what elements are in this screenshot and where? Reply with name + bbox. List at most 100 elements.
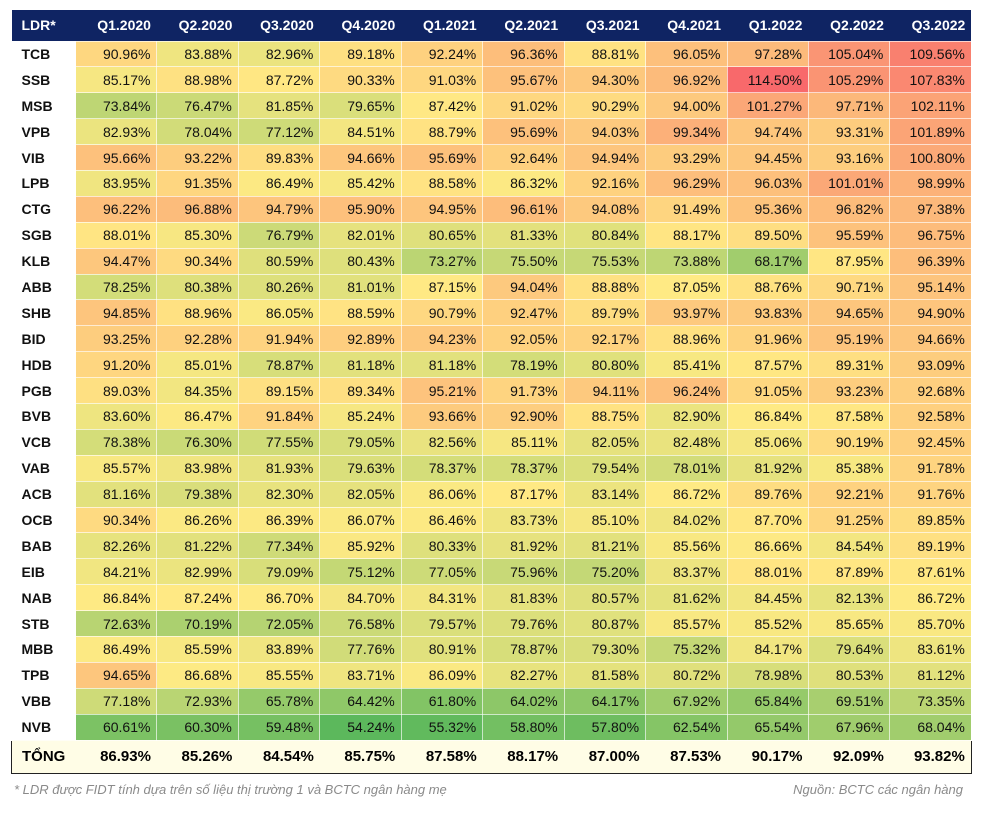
heatmap-cell: 85.52% (726, 610, 809, 637)
heatmap-cell: 89.79% (563, 299, 647, 327)
heatmap-cell: 87.17% (482, 480, 565, 508)
heatmap-cell: 80.53% (807, 661, 891, 689)
heatmap-cell: 89.76% (726, 480, 809, 508)
bank-label: STB (11, 610, 76, 637)
column-header-q1-2022: Q1.2022 (727, 10, 809, 41)
table-row-nvb: NVB 60.61% 60.30% 59.48% 54.24% 55.32% 58.80% 5… (11, 713, 972, 741)
heatmap-cell: 81.18% (400, 351, 484, 379)
heatmap-cell: 85.42% (319, 169, 402, 197)
bank-label: BVB (11, 402, 76, 430)
heatmap-cell: 87.70% (726, 506, 809, 534)
bank-label: HDB (11, 351, 76, 379)
heatmap-cell: 92.05% (482, 325, 565, 353)
heatmap-cell: 68.04% (889, 713, 972, 741)
heatmap-cell: 94.23% (400, 325, 484, 353)
heatmap-cell: 86.09% (400, 661, 484, 689)
heatmap-cell: 105.29% (807, 66, 891, 94)
heatmap-cell: 84.35% (156, 377, 239, 404)
heatmap-cell: 83.89% (237, 635, 321, 663)
heatmap-cell: 86.47% (156, 402, 239, 430)
total-cell: 92.09% (808, 739, 890, 774)
total-cell: 86.93% (75, 739, 157, 774)
total-cell: 84.54% (238, 739, 320, 774)
heatmap-cell: 84.51% (319, 118, 402, 146)
heatmap-cell: 88.88% (563, 273, 647, 301)
heatmap-cell: 95.36% (726, 195, 809, 223)
heatmap-cell: 80.33% (400, 532, 484, 560)
heatmap-cell: 87.89% (807, 558, 891, 586)
heatmap-cell: 86.39% (237, 506, 321, 534)
table-row-ssb: SSB 85.17% 88.98% 87.72% 90.33% 91.03% 95.67% 9… (11, 66, 972, 94)
heatmap-cell: 80.91% (400, 635, 484, 663)
bank-label: BID (11, 325, 76, 353)
heatmap-cell: 91.49% (645, 195, 728, 223)
heatmap-cell: 92.47% (482, 299, 565, 327)
heatmap-cell: 85.56% (645, 532, 728, 560)
heatmap-cell: 85.17% (74, 66, 158, 94)
heatmap-cell: 75.53% (563, 247, 647, 275)
heatmap-cell: 87.72% (237, 66, 321, 94)
heatmap-cell: 87.05% (645, 273, 728, 301)
heatmap-cell: 84.02% (645, 506, 728, 534)
heatmap-cell: 75.12% (319, 558, 402, 586)
heatmap-cell: 86.32% (482, 169, 565, 197)
heatmap-cell: 82.30% (237, 480, 321, 508)
heatmap-cell: 75.96% (482, 558, 565, 586)
heatmap-cell: 72.05% (237, 610, 321, 637)
heatmap-cell: 77.55% (237, 428, 321, 456)
bank-label: SHB (11, 299, 76, 327)
bank-label: VCB (11, 428, 76, 456)
heatmap-cell: 85.65% (807, 610, 891, 637)
bank-label: LPB (11, 169, 76, 197)
source-note: Nguồn: BCTC các ngân hàng (793, 782, 963, 797)
heatmap-cell: 78.38% (74, 428, 158, 456)
heatmap-cell: 86.06% (400, 480, 484, 508)
bank-label: VIB (11, 144, 76, 171)
heatmap-cell: 92.90% (482, 402, 565, 430)
heatmap-cell: 87.61% (889, 558, 972, 586)
heatmap-cell: 83.14% (563, 480, 647, 508)
heatmap-cell: 85.38% (807, 454, 891, 482)
bank-label: BAB (11, 532, 76, 560)
heatmap-cell: 94.03% (563, 118, 647, 146)
heatmap-cell: 91.02% (482, 92, 565, 120)
heatmap-cell: 94.95% (400, 195, 484, 223)
heatmap-cell: 85.55% (237, 661, 321, 689)
heatmap-cell: 85.01% (156, 351, 239, 379)
column-header-q2-2021: Q2.2021 (482, 10, 565, 41)
heatmap-cell: 65.78% (237, 687, 321, 715)
bank-label: VPB (11, 118, 76, 146)
heatmap-cell: 55.32% (400, 713, 484, 741)
heatmap-cell: 86.07% (319, 506, 402, 534)
column-header-q3-2021: Q3.2021 (564, 10, 646, 41)
heatmap-cell: 99.34% (645, 118, 728, 146)
heatmap-cell: 93.22% (156, 144, 239, 171)
heatmap-cell: 83.95% (74, 169, 158, 197)
heatmap-cell: 94.66% (889, 325, 972, 353)
heatmap-cell: 82.90% (645, 402, 728, 430)
heatmap-cell: 93.29% (645, 144, 728, 171)
bank-label: SSB (11, 66, 76, 94)
heatmap-cell: 88.76% (726, 273, 809, 301)
heatmap-cell: 96.88% (156, 195, 239, 223)
heatmap-cell: 97.71% (807, 92, 891, 120)
total-cell: 85.75% (319, 739, 402, 774)
table-row-hdb: HDB 91.20% 85.01% 78.87% 81.18% 81.18% 78.19% 8… (11, 351, 972, 379)
heatmap-cell: 85.41% (645, 351, 728, 379)
table-row-stb: STB 72.63% 70.19% 72.05% 76.58% 79.57% 79.76% 8… (11, 610, 972, 637)
heatmap-cell: 91.76% (889, 480, 972, 508)
heatmap-cell: 94.11% (563, 377, 647, 404)
heatmap-cell: 75.32% (645, 635, 728, 663)
heatmap-cell: 60.61% (74, 713, 158, 741)
table-row-lpb: LPB 83.95% 91.35% 86.49% 85.42% 88.58% 86.32% 9… (11, 169, 972, 197)
heatmap-cell: 90.71% (807, 273, 891, 301)
heatmap-cell: 81.58% (563, 661, 647, 689)
heatmap-cell: 84.70% (319, 584, 402, 612)
heatmap-cell: 90.34% (74, 506, 158, 534)
heatmap-cell: 101.01% (807, 169, 891, 197)
heatmap-cell: 88.01% (74, 221, 158, 249)
table-row-tpb: TPB 94.65% 86.68% 85.55% 83.71% 86.09% 82.27% 8… (11, 661, 972, 689)
table-row-acb: ACB 81.16% 79.38% 82.30% 82.05% 86.06% 87.17% 8… (11, 480, 972, 508)
column-header-q2-2020: Q2.2020 (156, 10, 239, 41)
heatmap-cell: 77.18% (74, 687, 158, 715)
